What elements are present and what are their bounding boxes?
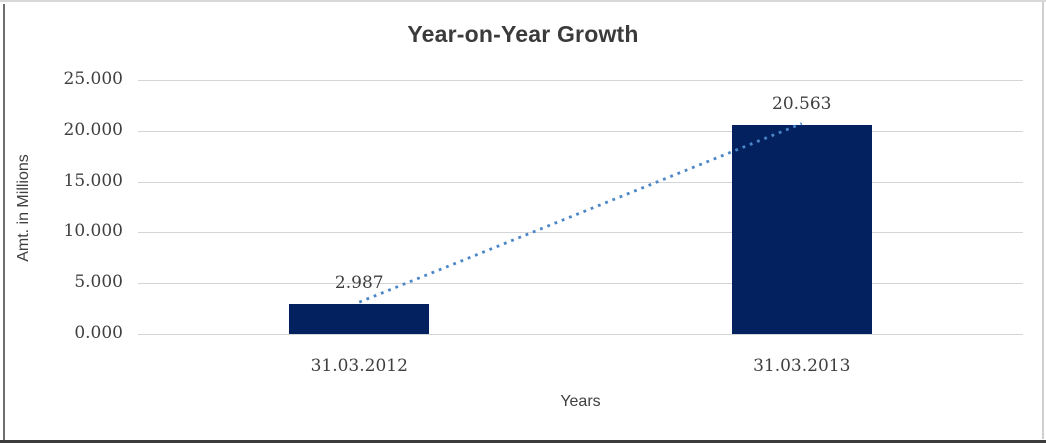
frame-border-right [1042, 2, 1044, 439]
y-tick-label: 20.000 [63, 119, 123, 140]
bar-data-label: 20.563 [772, 94, 832, 115]
frame-border-bottom [0, 440, 1046, 443]
x-axis-title: Years [560, 393, 601, 410]
frame-border-left [3, 4, 5, 441]
gridline [138, 232, 1023, 234]
gridline [138, 130, 1023, 132]
y-tick-label: 5.000 [74, 272, 123, 293]
y-tick-label: 0.000 [74, 323, 123, 343]
bar [289, 303, 430, 334]
frame-border-top [0, 0, 1046, 2]
chart-title: Year-on-Year Growth [407, 21, 639, 47]
gridline [138, 181, 1023, 183]
x-category-label: 31.03.2012 [310, 356, 408, 376]
bar [731, 125, 872, 334]
y-tick-label: 10.000 [63, 221, 123, 242]
gridline [138, 283, 1023, 285]
y-tick-label: 15.000 [63, 170, 123, 191]
gridline [138, 80, 1023, 81]
bar-data-label: 2.987 [334, 272, 384, 293]
x-category-label: 31.03.2013 [753, 356, 851, 376]
y-axis-title: Amt. in Millions [15, 154, 32, 262]
y-tick-label: 25.000 [63, 69, 123, 89]
gridline [138, 334, 1023, 335]
